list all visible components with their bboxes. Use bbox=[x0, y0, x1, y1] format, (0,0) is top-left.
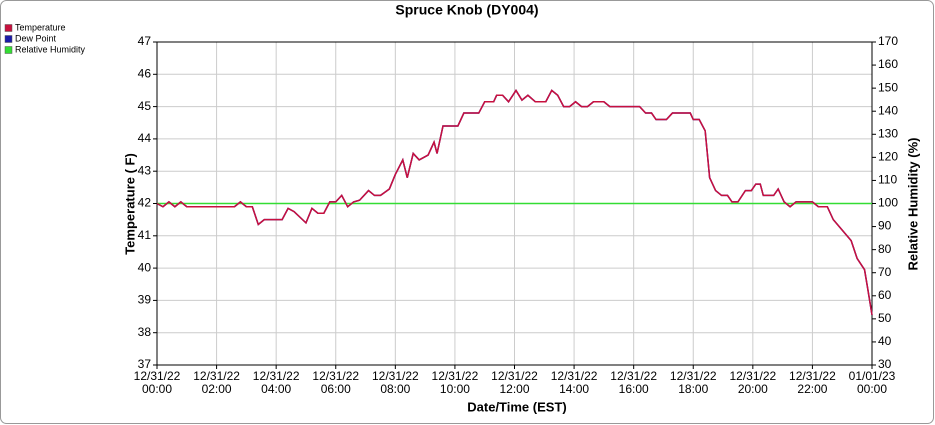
y2-tick-label: 160 bbox=[878, 57, 898, 71]
x-tick-label: 12/31/22 06:00 bbox=[312, 369, 359, 396]
y-tick-label: 42 bbox=[138, 196, 152, 210]
y2-tick-label: 40 bbox=[878, 334, 892, 348]
y2-tick-label: 130 bbox=[878, 126, 898, 140]
y2-tick-label: 30 bbox=[878, 357, 892, 371]
legend-swatch bbox=[4, 35, 13, 43]
x-tick-label: 12/31/22 04:00 bbox=[253, 369, 300, 396]
y-tick-label: 39 bbox=[138, 293, 152, 307]
x-tick-label: 12/31/22 16:00 bbox=[610, 369, 657, 396]
y2-tick-label: 140 bbox=[878, 103, 898, 117]
y2-tick-label: 170 bbox=[878, 34, 898, 48]
x-axis-title: Date/Time (EST) bbox=[467, 399, 566, 414]
y-tick-label: 41 bbox=[138, 228, 152, 242]
legend-swatch bbox=[4, 24, 13, 32]
x-tick-label: 12/31/22 22:00 bbox=[789, 369, 836, 396]
legend-label: Dew Point bbox=[15, 33, 57, 43]
y-axis-title: Temperature ( F) bbox=[122, 153, 137, 255]
x-tick-label: 12/31/22 00:00 bbox=[134, 369, 181, 396]
y2-tick-label: 80 bbox=[878, 242, 892, 256]
legend-label: Temperature bbox=[15, 22, 66, 32]
y-tick-label: 46 bbox=[138, 66, 152, 80]
x-tick-label: 12/31/22 02:00 bbox=[193, 369, 240, 396]
x-tick-label: 12/31/22 18:00 bbox=[670, 369, 717, 396]
chart-title: Spruce Knob (DY004) bbox=[395, 2, 538, 18]
y-tick-label: 45 bbox=[138, 99, 152, 113]
y2-tick-label: 100 bbox=[878, 196, 898, 210]
y-tick-label: 47 bbox=[138, 34, 152, 48]
x-tick-label: 12/31/22 14:00 bbox=[551, 369, 598, 396]
series-line bbox=[156, 89, 873, 316]
y2-tick-label: 90 bbox=[878, 219, 892, 233]
x-tick-label: 12/31/22 10:00 bbox=[432, 369, 479, 396]
y-tick-label: 38 bbox=[138, 325, 152, 339]
y2-tick-label: 70 bbox=[878, 265, 892, 279]
y-tick-label: 44 bbox=[138, 131, 152, 145]
legend-label: Relative Humidity bbox=[15, 44, 86, 54]
x-tick-label: 12/31/22 08:00 bbox=[372, 369, 419, 396]
y2-tick-label: 50 bbox=[878, 311, 892, 325]
x-tick-label: 12/31/22 12:00 bbox=[491, 369, 538, 396]
y-tick-label: 43 bbox=[138, 163, 152, 177]
y2-axis-title: Relative Humidity (%) bbox=[905, 138, 920, 271]
y-tick-label: 40 bbox=[138, 260, 152, 274]
y2-tick-label: 150 bbox=[878, 80, 898, 94]
legend-swatch bbox=[4, 46, 13, 54]
x-tick-label: 01/01/23 00:00 bbox=[849, 369, 896, 396]
y2-tick-label: 110 bbox=[878, 173, 897, 187]
y2-tick-label: 60 bbox=[878, 288, 892, 302]
y-tick-label: 37 bbox=[138, 357, 152, 371]
x-tick-label: 12/31/22 20:00 bbox=[729, 369, 776, 396]
y2-tick-label: 120 bbox=[878, 150, 898, 164]
